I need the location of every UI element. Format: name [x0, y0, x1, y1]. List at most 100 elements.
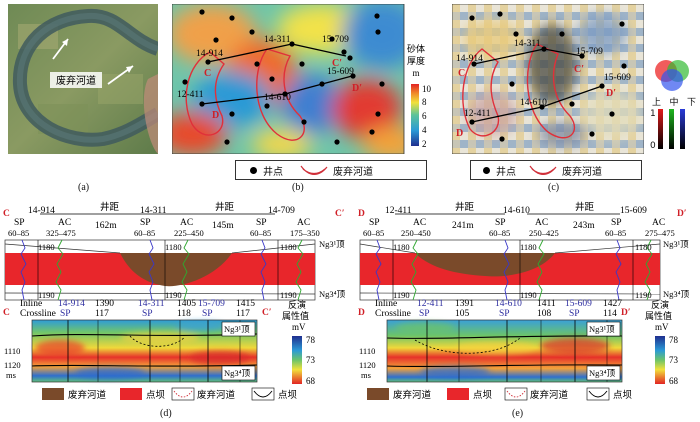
colorbar-title: 反演	[651, 299, 669, 311]
curve-label: AC	[535, 218, 548, 228]
curve-label: SP	[369, 218, 380, 228]
well-label: 14-610	[520, 98, 547, 108]
legend-label: 井点	[263, 166, 283, 178]
well-name: 12-411	[385, 206, 412, 216]
section-end: C′	[262, 308, 272, 318]
legend-label: 点坝	[146, 390, 166, 401]
legend-label: 井点	[496, 166, 516, 178]
panel-a-satellite-image: 废弃河道	[8, 4, 158, 154]
well-name: 12-411	[417, 299, 444, 309]
caption-e: (e)	[512, 408, 524, 419]
spacing-title: 井距	[215, 201, 235, 213]
spacing-value: 241m	[452, 221, 474, 231]
colorbar-title: 属性值	[282, 310, 309, 322]
curve-label: AC	[180, 218, 193, 228]
depth-tick: 1190	[393, 290, 410, 300]
curve-label: AC	[297, 218, 310, 228]
well-label: 14-914	[196, 49, 223, 59]
legend-label: 废弃河道	[393, 389, 432, 401]
well-name: 14-610	[503, 206, 530, 216]
depth-tick: 1180	[635, 242, 652, 252]
colorbar-title: 属性值	[645, 310, 672, 322]
well-name: 14-610	[495, 299, 522, 309]
section-end: D′	[677, 209, 687, 219]
curve-label: SP	[60, 309, 71, 319]
depth-tick: 1190	[520, 290, 537, 300]
curve-range: 175–350	[290, 228, 320, 238]
crossline-number: 105	[455, 309, 470, 319]
axis-label: Crossline	[20, 309, 56, 319]
legend-label: 废弃河道	[562, 166, 602, 178]
point-label: C	[204, 68, 211, 79]
well-label: 12-411	[464, 109, 491, 119]
crossline-number: 118	[177, 309, 191, 319]
caption-c: (c)	[548, 182, 560, 193]
well-label: 15-609	[604, 73, 631, 83]
colorbar-unit: m	[412, 68, 419, 78]
time-unit: ms	[6, 370, 16, 380]
rgb-blend-icon	[655, 60, 689, 91]
inline-number: 1427	[603, 299, 622, 309]
spacing-title: 井距	[575, 201, 595, 213]
channel-label: 下	[686, 98, 696, 108]
horizon-label: Ng3⁴顶	[663, 289, 690, 299]
channel-outline-icon	[529, 165, 557, 175]
point-label: D′	[606, 88, 616, 99]
curve-range: 60–85	[8, 228, 29, 238]
thickness-colorbar	[411, 84, 419, 146]
point-label: C′	[332, 58, 342, 69]
legend-label: 点坝	[278, 390, 298, 401]
horizon-label: Ng3⁴顶	[224, 368, 251, 378]
axis-label: Inline	[375, 299, 397, 309]
curve-label: SP	[495, 218, 506, 228]
section-start: C	[3, 308, 10, 318]
well-name: 14-914	[28, 206, 55, 216]
colorbar-tick: 10	[422, 84, 432, 94]
channel-label: 上	[652, 98, 662, 108]
well-name: 15-609	[565, 299, 592, 309]
curve-label: AC	[652, 218, 665, 228]
horizon-label: Ng3⁴顶	[589, 368, 616, 378]
curve-label: AC	[413, 218, 426, 228]
curve-range: 325–475	[46, 228, 76, 238]
depth-tick: 1180	[520, 242, 537, 252]
time-unit: ms	[361, 370, 371, 380]
point-label: C′	[574, 64, 584, 75]
time-tick: 1120	[4, 360, 21, 370]
spacing-title: 井距	[100, 201, 120, 213]
channel-outline-icon	[300, 165, 328, 175]
panel-b-thickness-map: 14-914 14-311 15-709 15-609 12-411 14-61…	[172, 4, 432, 154]
colorbar-tick: 78	[306, 335, 316, 345]
inline-number: 1411	[537, 299, 556, 309]
depth-tick: 1190	[280, 290, 297, 300]
curve-label: SP	[569, 309, 580, 319]
curve-label: SP	[140, 218, 151, 228]
curve-range: 60–85	[605, 228, 626, 238]
colorbar-tick: 2	[422, 139, 427, 149]
curve-range: 60–85	[489, 228, 510, 238]
section-start: C	[3, 209, 10, 219]
section-end: D′	[621, 308, 631, 318]
panel-c-rgb-map: 14-914 14-311 15-709 15-609 12-411 14-61…	[452, 4, 644, 154]
legend-label: 废弃河道	[530, 389, 569, 401]
well-label: 14-311	[514, 39, 541, 49]
axis-label: Inline	[20, 299, 42, 309]
caption-a: (a)	[78, 182, 90, 193]
depth-tick: 1180	[280, 242, 297, 252]
legend-c: 井点 废弃河道	[470, 160, 642, 180]
colorbar-unit: mV	[292, 322, 306, 332]
horizon-label: Ng3⁴顶	[319, 289, 345, 299]
curve-label: SP	[202, 309, 213, 319]
well-name: 15-709	[198, 299, 225, 309]
curve-label: SP	[142, 309, 153, 319]
inline-number: 1405	[177, 299, 196, 309]
depth-tick: 1180	[165, 242, 182, 252]
horizon-label: Ng3¹顶	[589, 324, 615, 334]
curve-range: 60–85	[250, 228, 271, 238]
colorbar-title: 厚度	[407, 55, 425, 67]
caption-b: (b)	[292, 182, 304, 193]
well-label: 15-709	[322, 35, 349, 45]
inversion-colorbar	[292, 336, 302, 384]
crossline-number: 108	[537, 309, 552, 319]
depth-tick: 1190	[38, 290, 55, 300]
